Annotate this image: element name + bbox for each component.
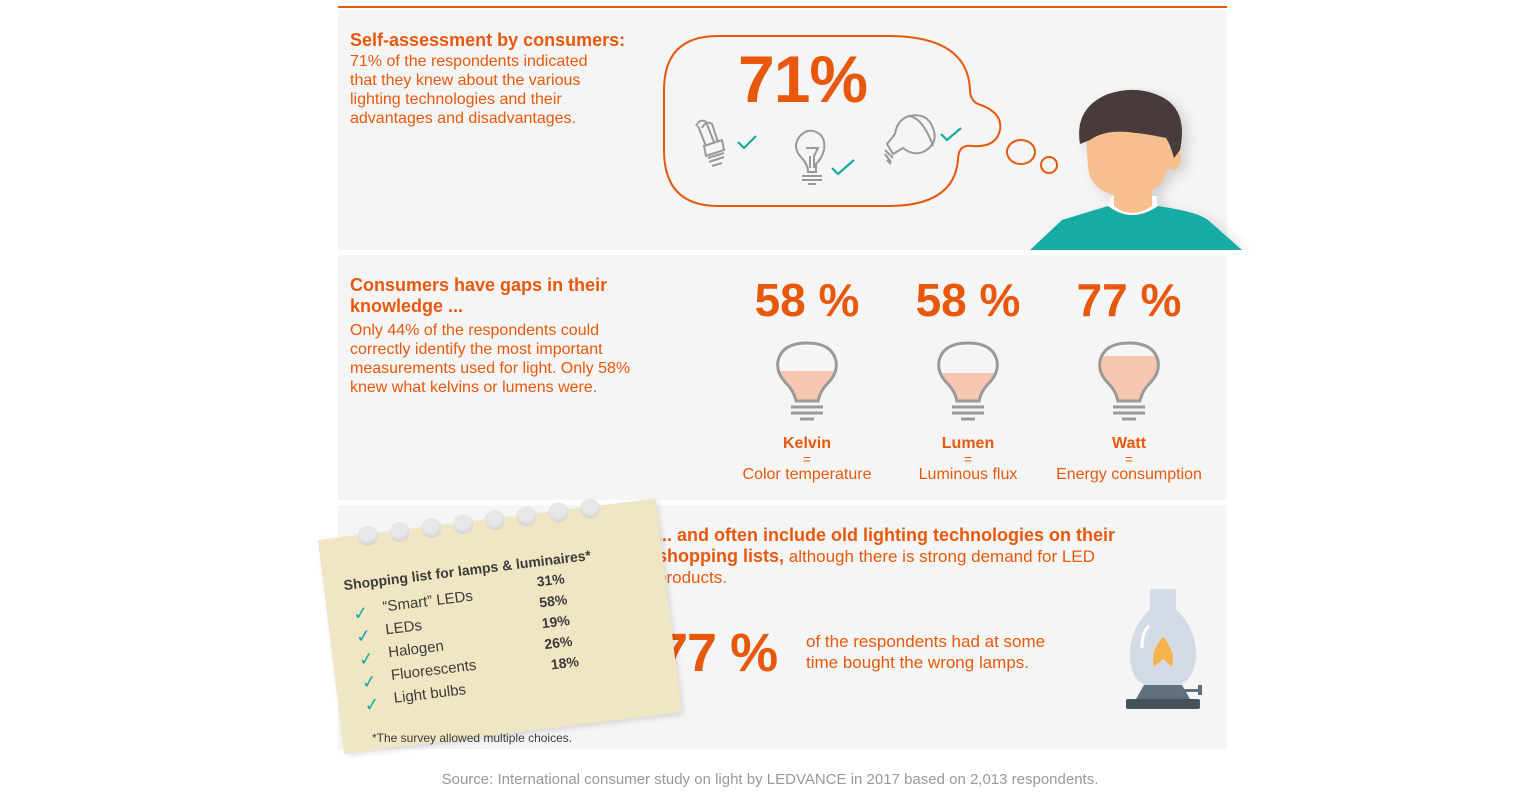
check-icon: ✓ <box>363 693 381 716</box>
metric-description: Luminous flux <box>918 466 1018 483</box>
list-item-percent: 19% <box>540 611 571 632</box>
source-caption: Source: International consumer study on … <box>441 771 1099 788</box>
metric-kelvin: 58 % Kelvin = Color temperature <box>722 275 892 485</box>
wrong-lamps-text: of the respondents had at some time boug… <box>806 632 1046 672</box>
wrong-lamps-percent: 77 % <box>658 623 778 683</box>
bubble-percent: 71% <box>738 42 868 116</box>
bulb-fill-icon <box>1098 341 1160 421</box>
metric-name: Watt <box>1111 435 1147 452</box>
metric-percent: 58 % <box>754 274 860 326</box>
compact-fluorescent-icon <box>695 119 757 167</box>
person-illustration-icon <box>1030 89 1242 250</box>
check-icon: ✓ <box>357 648 376 670</box>
section3-heading: ... and often include old lighting techn… <box>657 525 1115 587</box>
metric-percent: 58 % <box>915 274 1021 326</box>
shopping-list-note: Shopping list for lamps & luminaires* ✓ “… <box>318 497 682 754</box>
incandescent-bulb-icon <box>795 129 855 185</box>
check-icon: ✓ <box>352 602 370 625</box>
section2-body: Only 44% of the respondents could correc… <box>350 322 631 396</box>
metric-description: Color temperature <box>742 466 872 483</box>
section1-heading: Self-assessment by consumers: <box>350 30 626 50</box>
metric-watt: 77 % Watt = Energy consumption <box>1044 275 1214 485</box>
metric-description: Energy consumption <box>1056 466 1202 483</box>
check-icon: ✓ <box>354 625 373 648</box>
survey-footnote: *The survey allowed multiple choices. <box>372 731 573 745</box>
metric-name: Kelvin <box>782 435 831 452</box>
top-divider <box>338 6 1227 8</box>
list-item-percent: 26% <box>543 632 574 653</box>
section2-heading: Consumers have gaps in their knowledge .… <box>350 275 608 316</box>
section1-body: 71% of the respondents indicated that th… <box>350 53 588 127</box>
bulb-fill-icon <box>937 341 999 421</box>
reflector-lamp-icon <box>884 114 962 165</box>
self-assessment-panel: Self-assessment by consumers: 71% of the… <box>338 10 1242 250</box>
list-item-percent: 58% <box>538 591 569 611</box>
bulb-fill-icon <box>776 341 838 421</box>
list-item-percent: 31% <box>535 570 566 590</box>
oil-lamp-icon <box>1126 589 1202 709</box>
thought-bubble-icon <box>663 35 1058 207</box>
list-item-percent: 18% <box>549 653 580 673</box>
metric-percent: 77 % <box>1076 274 1182 326</box>
check-icon: ✓ <box>360 670 378 693</box>
metric-lumen: 58 % Lumen = Luminous flux <box>883 275 1053 485</box>
metric-name: Lumen <box>941 435 995 452</box>
knowledge-gaps-panel: Consumers have gaps in their knowledge .… <box>338 255 1227 500</box>
